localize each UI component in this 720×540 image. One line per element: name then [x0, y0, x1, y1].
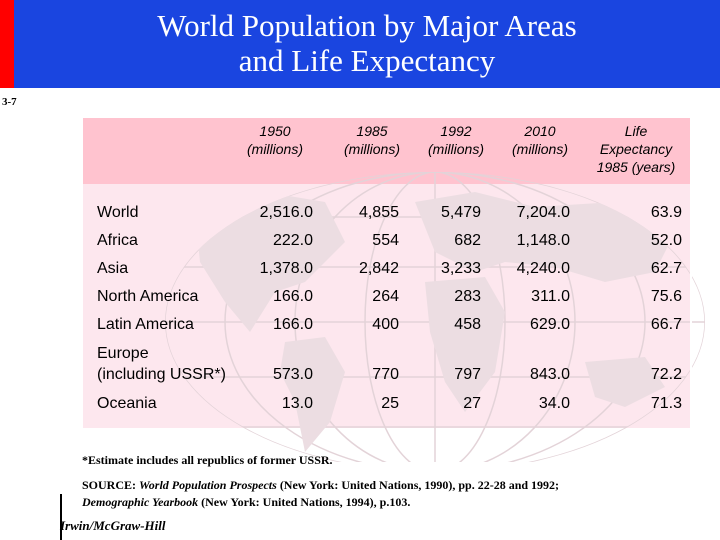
header-2010: 2010 (millions): [498, 122, 582, 158]
cell-latin-america-1950: 166.0: [272, 316, 313, 333]
header-1992: 1992 (millions): [414, 122, 498, 158]
table-right-rule: [690, 118, 692, 428]
cell-africa-life: 52.0: [650, 232, 682, 249]
source-mid: (New York: United Nations, 1990), pp. 22…: [276, 478, 560, 492]
cell-north-america-1985: 264: [372, 288, 399, 305]
cell-oceania-1950: 13.0: [281, 395, 313, 412]
cell-world-life: 63.9: [650, 204, 682, 221]
row-label-europe: Europe: [97, 345, 149, 362]
row-label-oceania: Oceania: [97, 395, 157, 412]
row-label-latin-america: Latin America: [97, 316, 194, 333]
cell-latin-america-life: 66.7: [650, 316, 682, 333]
header-line: 1985: [356, 123, 388, 139]
cell-oceania-life: 71.3: [650, 395, 682, 412]
cell-asia-1992: 3,233: [440, 260, 481, 277]
header-line: 1992: [440, 123, 472, 139]
row-label-world: World: [97, 204, 139, 221]
source-suffix: (New York: United Nations, 1994), p.103.: [198, 495, 411, 509]
cell-europe-1950: 573.0: [272, 366, 313, 383]
cell-world-2010: 7,204.0: [516, 204, 570, 221]
source-citation: SOURCE: World Population Prospects (New …: [82, 477, 602, 511]
cell-asia-1985: 2,842: [358, 260, 399, 277]
title-line-2: and Life Expectancy: [238, 43, 496, 78]
header-line: Life: [624, 123, 648, 139]
header-line: (millions): [247, 141, 303, 157]
cell-oceania-1992: 27: [463, 395, 481, 412]
footer-rule: [60, 494, 62, 540]
title-banner: [14, 0, 720, 88]
header-1950: 1950 (millions): [228, 122, 322, 158]
globe-watermark: [165, 172, 705, 462]
header-line: 1950: [259, 123, 291, 139]
cell-europe-1992: 797: [454, 366, 481, 383]
cell-latin-america-1992: 458: [454, 316, 481, 333]
cell-africa-1992: 682: [454, 232, 481, 249]
title-line-1: World Population by Major Areas: [157, 8, 577, 43]
cell-world-1985: 4,855: [358, 204, 399, 221]
header-line: Expectancy: [599, 141, 673, 157]
header-life-expectancy: Life Expectancy 1985 (years): [585, 122, 687, 176]
table-header-band: [83, 118, 691, 184]
row-label-north-america: North America: [97, 288, 199, 305]
footnote: *Estimate includes all republics of form…: [82, 453, 333, 467]
source-title-1: World Population Prospects: [139, 478, 277, 492]
cell-latin-america-1985: 400: [372, 316, 399, 333]
cell-north-america-life: 75.6: [650, 288, 682, 305]
header-line: (millions): [428, 141, 484, 157]
row-label-africa: Africa: [97, 232, 138, 249]
source-title-2: Demographic Yearbook: [82, 495, 199, 509]
header-line: 1985 (years): [596, 159, 676, 175]
header-line: (millions): [344, 141, 400, 157]
cell-africa-1950: 222.0: [272, 232, 313, 249]
header-1985: 1985 (millions): [330, 122, 414, 158]
cell-asia-1950: 1,378.0: [259, 260, 313, 277]
publisher-credit: Irwin/McGraw-Hill: [60, 518, 166, 533]
cell-africa-2010: 1,148.0: [516, 232, 570, 249]
slide-title: World Population by Major Areas and Life…: [14, 8, 720, 78]
header-line: (millions): [512, 141, 568, 157]
source-prefix: SOURCE:: [82, 478, 140, 492]
cell-north-america-1950: 166.0: [272, 288, 313, 305]
cell-europe-life: 72.2: [650, 366, 682, 383]
cell-europe-1985: 770: [372, 366, 399, 383]
cell-latin-america-2010: 629.0: [529, 316, 570, 333]
cell-north-america-2010: 311.0: [531, 288, 570, 305]
row-label-europe-note: (including USSR*): [97, 366, 226, 383]
cell-asia-life: 62.7: [650, 260, 682, 277]
cell-europe-2010: 843.0: [529, 366, 570, 383]
cell-oceania-1985: 25: [381, 395, 399, 412]
cell-world-1950: 2,516.0: [259, 204, 313, 221]
cell-asia-2010: 4,240.0: [516, 260, 570, 277]
row-label-asia: Asia: [97, 260, 129, 277]
cell-world-1992: 5,479: [440, 204, 481, 221]
cell-north-america-1992: 283: [454, 288, 481, 305]
cell-africa-1985: 554: [372, 232, 399, 249]
header-line: 2010: [524, 123, 556, 139]
slide-number: 3-7: [2, 96, 17, 108]
cell-oceania-2010: 34.0: [538, 395, 570, 412]
accent-bar: [0, 0, 14, 88]
